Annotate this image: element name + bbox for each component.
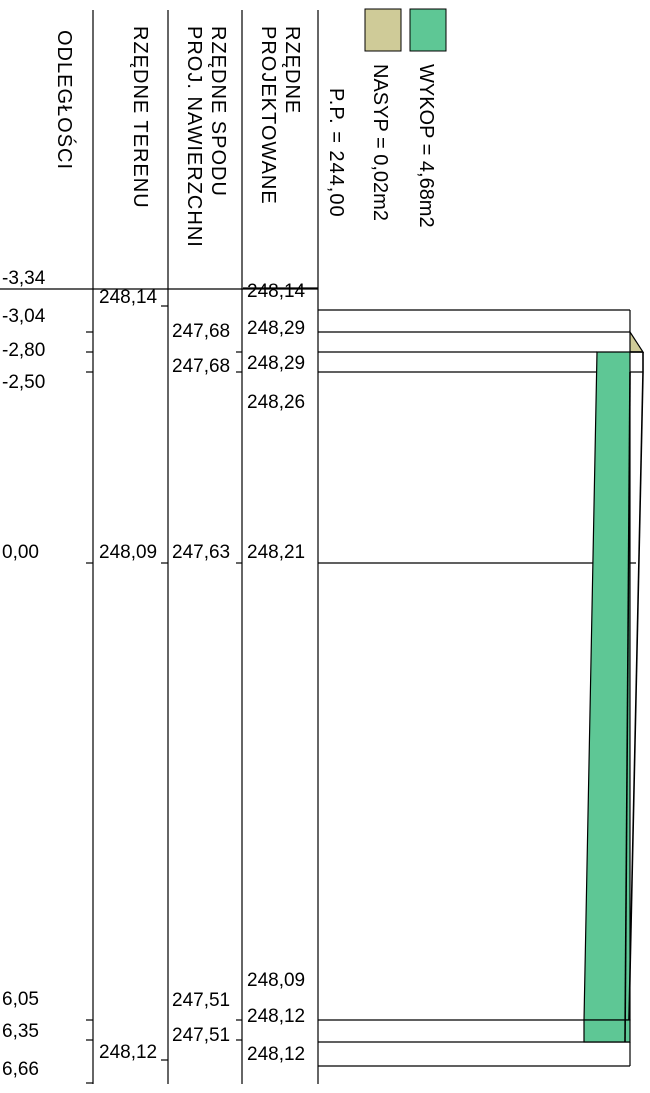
cut-area-bottom — [583, 1019, 631, 1043]
subgrade-elevation: 247,68 — [172, 321, 230, 342]
distance-value: -2,50 — [2, 372, 45, 393]
distance-value: 6,66 — [2, 1059, 39, 1080]
design-elevation: 248,12 — [247, 1006, 305, 1027]
tick-marks — [86, 305, 242, 1084]
legend-fill-label: NASYP = 0,02m2 — [369, 64, 391, 221]
table-grid — [0, 10, 319, 1084]
design-elevation: 248,26 — [247, 392, 305, 413]
terrain-elevation: 248,09 — [99, 542, 157, 563]
subgrade-elevation: 247,63 — [172, 542, 230, 563]
distance-value: -3,04 — [2, 306, 46, 327]
subgrade-elevation: 247,51 — [172, 990, 230, 1011]
profile-lines — [243, 287, 643, 1067]
distance-value: 6,35 — [2, 1021, 39, 1042]
distance-value: 6,05 — [2, 989, 39, 1010]
design-elevation: 248,29 — [247, 353, 305, 374]
cut-area — [583, 351, 631, 1021]
distance-value: -3,34 — [2, 268, 46, 289]
design-elevation: 248,21 — [247, 542, 305, 563]
header-subgrade-line1: RZĘDNE SPODU — [207, 26, 229, 197]
subgrade-elevation: 247,68 — [172, 356, 230, 377]
design-elevation: 248,12 — [247, 1044, 305, 1065]
structure-outline — [624, 351, 644, 1043]
terrain-elevation: 248,14 — [99, 287, 158, 308]
distance-value: -2,80 — [2, 340, 45, 361]
subgrade-elevation: 247,51 — [172, 1025, 230, 1046]
fill-area — [629, 329, 645, 353]
header-design-line1: RZĘDNE — [281, 26, 303, 114]
terrain-elevation: 248,12 — [99, 1042, 157, 1063]
header-distances: ODLEGŁOŚCI — [53, 30, 77, 170]
legend-cut-label: WYKOP = 4,68m2 — [415, 64, 437, 228]
design-elevation: 248,14 — [247, 281, 306, 302]
design-elevation: 248,09 — [247, 970, 305, 991]
distance-value: 0,00 — [2, 542, 39, 563]
datum-label: P.P. = 244,00 — [325, 88, 347, 218]
legend-fill-swatch — [364, 8, 402, 52]
header-terrain: RZĘDNE TERENU — [129, 26, 151, 209]
design-elevation: 248,29 — [247, 318, 305, 339]
legend-cut-swatch — [409, 8, 447, 52]
header-subgrade-line2: PROJ. NAWIERZCHNI — [183, 26, 205, 248]
header-design-line2: PROJEKTOWANE — [257, 26, 279, 205]
